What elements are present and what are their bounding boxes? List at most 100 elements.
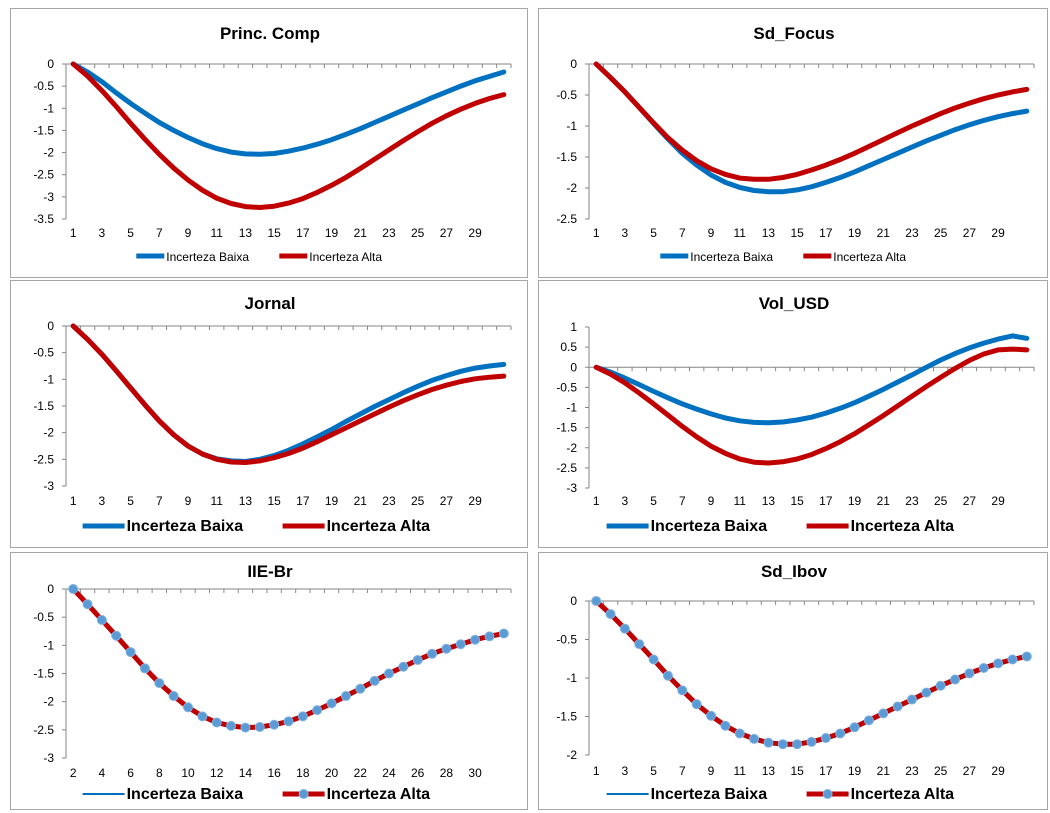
data-point-incerteza-alta: [412, 654, 423, 665]
data-point-incerteza-alta: [283, 716, 294, 727]
x-tick-label: 11: [733, 764, 746, 778]
x-tick-label: 24: [382, 766, 396, 780]
x-tick-label: 5: [127, 494, 134, 508]
x-tick-label: 7: [679, 764, 686, 778]
x-tick-label: 5: [127, 226, 134, 240]
data-point-incerteza-alta: [950, 674, 961, 685]
data-point-incerteza-alta: [892, 701, 903, 712]
x-tick-label: 5: [650, 226, 657, 240]
x-tick-label: 17: [819, 764, 833, 778]
y-tick-label: 0: [47, 57, 54, 71]
x-tick-label: 29: [991, 226, 1005, 240]
x-tick-label: 27: [440, 226, 454, 240]
chart-panel-sd-focus: Sd_Focus 0 -0.5 -1 -1.5 -2 -2.5 1 3 5 7 9 11 13 15 17 19…: [538, 8, 1048, 278]
y-tick-label: -1: [43, 101, 54, 115]
legend-marker: [822, 789, 833, 799]
data-point-incerteza-alta: [906, 694, 917, 705]
y-tick-label: -1.5: [33, 399, 54, 413]
y-tick-label: -3: [43, 751, 54, 765]
x-tick-label: 25: [934, 494, 948, 508]
y-tick-label: -1.5: [33, 123, 54, 137]
x-tick-label: 5: [650, 764, 657, 778]
data-point-incerteza-alta: [139, 663, 150, 674]
data-point-incerteza-alta: [326, 698, 337, 709]
data-point-incerteza-alta: [427, 648, 438, 659]
y-tick-label: -2: [566, 441, 577, 455]
chart-panel-vol-usd: Vol_USD 1 0.5 0 -0.5 -1 -1.5 -2 -2.5 -3 1 3 5 7 9 11 13 1…: [538, 280, 1048, 548]
x-tick-label: 17: [296, 226, 310, 240]
data-point-incerteza-alta: [978, 662, 989, 673]
data-point-incerteza-alta: [662, 670, 673, 681]
chart-panel-jornal: Jornal 0 -0.5 -1 -1.5 -2 -2.5 -3 1 3 5 7 9 11 13 15 17 19…: [10, 280, 528, 548]
y-tick-label: -2: [43, 695, 54, 709]
legend-label: Incerteza Baixa: [127, 518, 244, 535]
x-tick-label: 3: [622, 764, 629, 778]
x-tick-label: 1: [593, 764, 600, 778]
series-line-incerteza-alta: [70, 323, 507, 465]
data-point-incerteza-alta: [96, 614, 107, 625]
x-tick-label: 19: [325, 226, 339, 240]
y-tick-label: 0: [47, 319, 54, 333]
x-tick-label: 17: [819, 226, 833, 240]
x-tick-label: 3: [622, 226, 629, 240]
x-tick-label: 23: [905, 494, 919, 508]
data-point-incerteza-alta: [398, 661, 409, 672]
data-point-incerteza-alta: [183, 702, 194, 713]
y-tick-label: -1: [43, 372, 54, 386]
x-tick-label: 7: [679, 226, 686, 240]
x-tick-label: 7: [156, 494, 163, 508]
x-tick-label: 6: [127, 766, 134, 780]
x-tick-label: 1: [70, 494, 77, 508]
x-tick-label: 13: [762, 764, 776, 778]
chart-panel-sd-ibov: Sd_Ibov 0 -0.5 -1 -1.5 -2 1 3 5 7 9 11 13 15 17 19 21 23 2…: [538, 552, 1048, 810]
data-point-incerteza-alta: [777, 739, 788, 750]
y-tick-label: 0.5: [560, 340, 577, 354]
x-tick-label: 26: [411, 766, 425, 780]
y-tick-label: -2.5: [556, 461, 577, 475]
data-point-incerteza-alta: [383, 668, 394, 679]
x-tick-label: 20: [325, 766, 339, 780]
x-tick-label: 28: [440, 766, 454, 780]
data-point-incerteza-alta: [964, 668, 975, 679]
data-point-incerteza-alta: [849, 722, 860, 733]
data-point-incerteza-alta: [68, 584, 79, 594]
y-tick-label: -0.5: [33, 346, 54, 360]
series-line-incerteza-baixa: [70, 61, 507, 157]
y-tick-label: 0: [47, 582, 54, 596]
y-tick-label: -2: [566, 181, 577, 195]
y-tick-label: -3: [43, 190, 54, 204]
x-tick-label: 19: [325, 494, 339, 508]
data-point-incerteza-alta: [211, 717, 222, 728]
x-tick-label: 11: [210, 226, 223, 240]
legend-label: Incerteza Alta: [851, 786, 955, 803]
data-point-incerteza-alta: [168, 691, 179, 702]
series-line-incerteza-alta: [593, 61, 1030, 182]
series-line-incerteza-alta: [593, 346, 1030, 466]
data-point-incerteza-alta: [863, 715, 874, 726]
x-tick-label: 15: [790, 764, 804, 778]
data-point-incerteza-alta: [820, 733, 831, 744]
y-tick-label: -2: [43, 426, 54, 440]
y-tick-label: -1: [566, 671, 577, 685]
y-tick-label: -0.5: [33, 610, 54, 624]
x-tick-label: 13: [762, 494, 776, 508]
x-tick-label: 2: [70, 766, 77, 780]
x-tick-label: 29: [991, 764, 1005, 778]
x-tick-label: 17: [819, 494, 833, 508]
data-point-incerteza-alta: [734, 728, 745, 739]
y-tick-label: -3.5: [33, 212, 54, 226]
x-tick-label: 1: [593, 226, 600, 240]
series-line-incerteza-alta: [70, 61, 507, 210]
data-point-incerteza-alta: [312, 705, 323, 716]
y-tick-label: -1: [566, 401, 577, 415]
legend-label: Incerteza Alta: [851, 518, 955, 535]
data-point-incerteza-alta: [706, 710, 717, 721]
x-tick-label: 27: [963, 764, 977, 778]
chart-panel-iie-br: IIE-Br 0 -0.5 -1 -1.5 -2 -2.5 -3 2 4 6 8 10 12 14 16 18 2…: [10, 552, 528, 810]
x-tick-label: 3: [622, 494, 629, 508]
x-tick-label: 17: [296, 494, 310, 508]
x-tick-label: 23: [382, 226, 396, 240]
legend-label: Incerteza Baixa: [651, 518, 768, 535]
data-point-incerteza-alta: [369, 675, 380, 686]
